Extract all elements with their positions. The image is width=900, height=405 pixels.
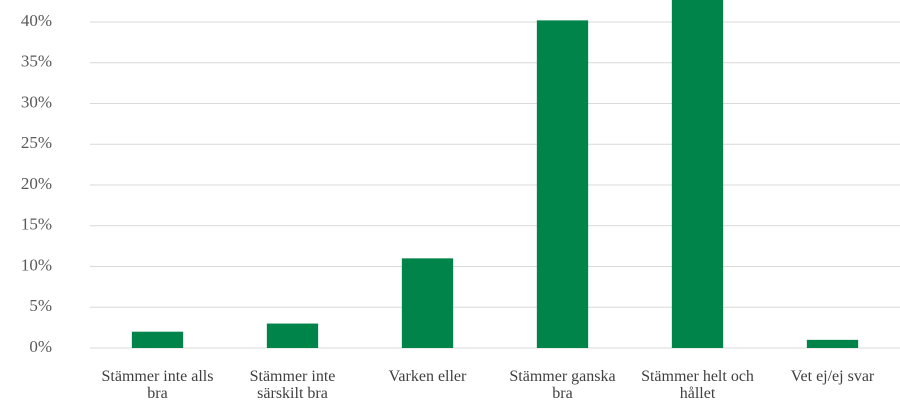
- y-tick-label: 5%: [29, 296, 52, 315]
- bar: [131, 331, 184, 348]
- y-tick-label: 30%: [21, 92, 52, 111]
- y-tick-label: 20%: [21, 174, 52, 193]
- y-tick-label: 25%: [21, 133, 52, 152]
- y-tick-label: 15%: [21, 215, 52, 234]
- x-tick-label: Stämmer ganska bra: [509, 368, 616, 402]
- x-tick-label: Stämmer inte alls bra: [101, 368, 214, 402]
- bar: [806, 339, 859, 348]
- bar: [536, 20, 589, 349]
- y-tick-label: 10%: [21, 255, 52, 274]
- x-tick-label: Stämmer helt och hållet: [641, 368, 754, 402]
- x-tick-label: Varken eller: [388, 368, 467, 385]
- y-tick-label: 0%: [29, 337, 52, 356]
- x-tick-label: Vet ej/ej svar: [790, 368, 875, 385]
- bar: [671, 0, 724, 348]
- x-tick-label: Stämmer inte särskilt bra: [249, 368, 336, 402]
- y-tick-label: 40%: [21, 11, 52, 30]
- bar: [266, 323, 319, 348]
- bar: [401, 258, 454, 348]
- y-tick-label: 35%: [21, 52, 52, 71]
